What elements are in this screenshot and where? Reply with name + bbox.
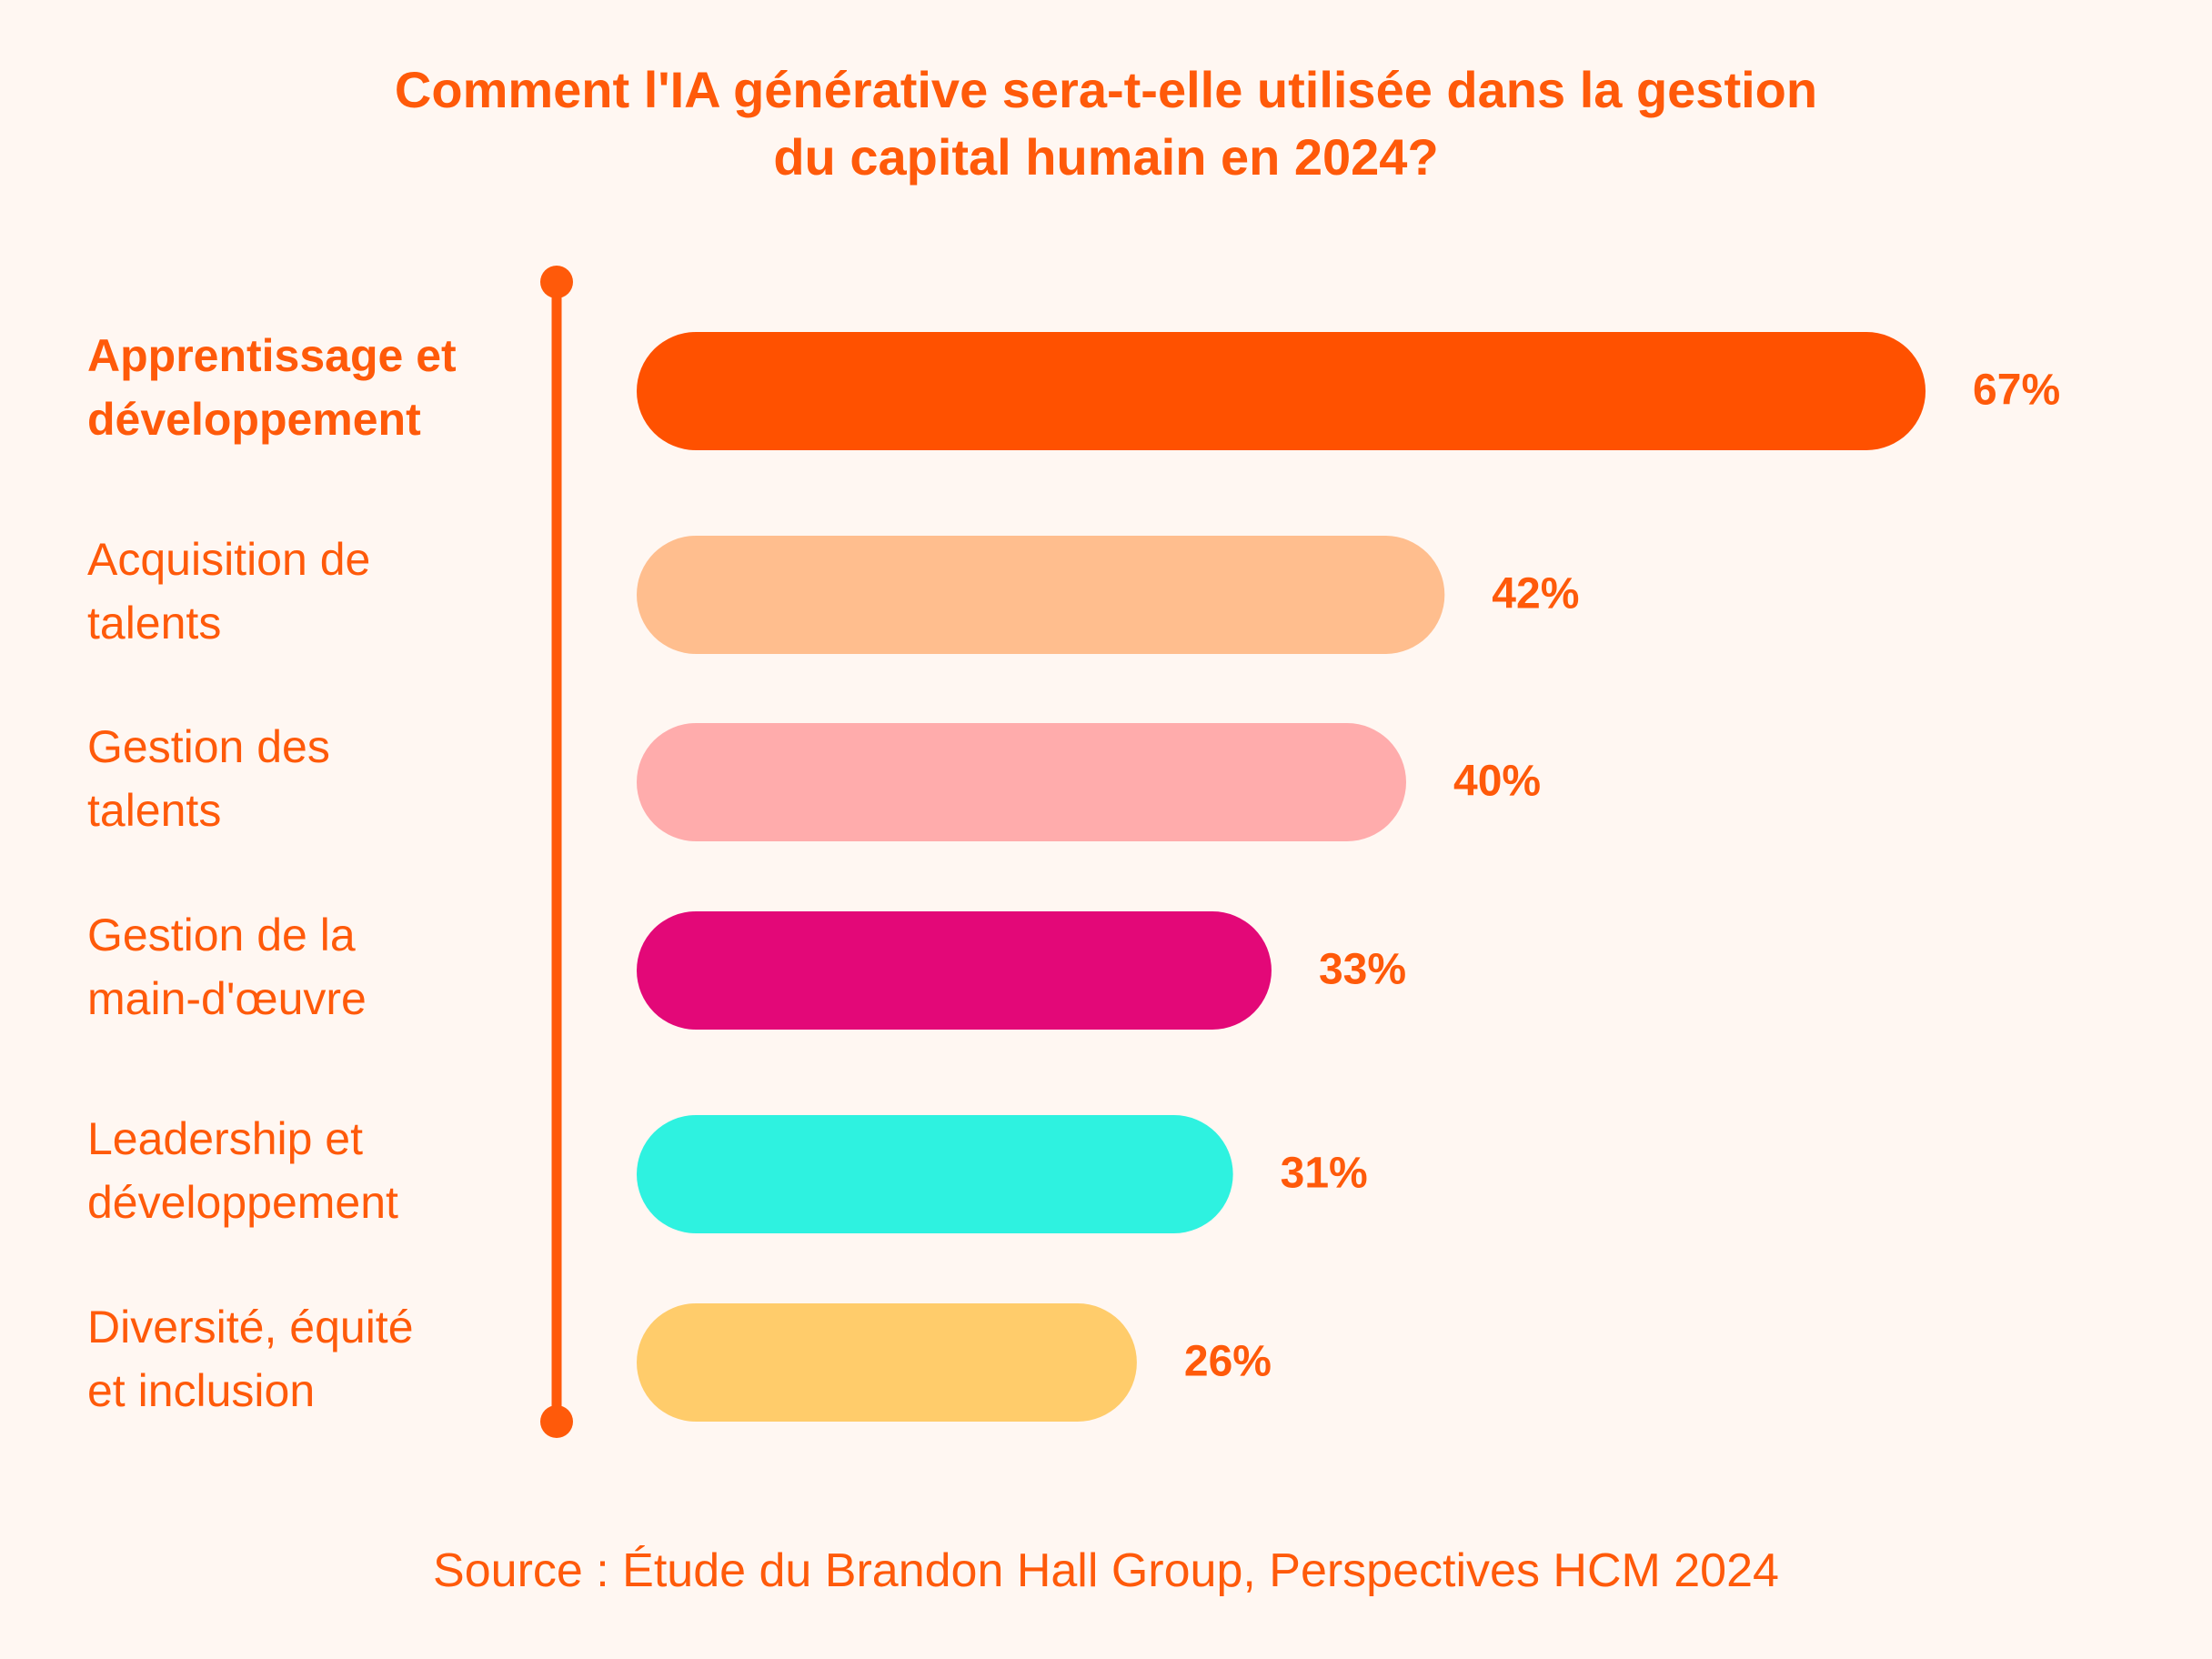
category-label-4-line-1: Gestion de la <box>87 910 356 960</box>
bar-2 <box>637 536 1445 654</box>
bar-6 <box>637 1303 1137 1422</box>
chart-title-line-2: du capital humain en 2024? <box>773 128 1439 186</box>
axis-bottom-dot <box>540 1405 573 1438</box>
category-label-3-line-2: talents <box>87 785 221 836</box>
category-label-3: Gestion des talents <box>87 721 330 836</box>
value-label-5: 31% <box>1281 1150 1368 1198</box>
category-label-1: Apprentissage et développement <box>87 330 457 445</box>
value-label-1: 67% <box>1973 367 2060 415</box>
value-label-2: 42% <box>1492 570 1579 618</box>
bar-4 <box>637 911 1272 1030</box>
bar-1 <box>637 332 1926 450</box>
category-label-6: Diversité, équité et inclusion <box>87 1302 414 1416</box>
category-label-6-line-1: Diversité, équité <box>87 1302 414 1352</box>
category-label-2: Acquisition de talents <box>87 534 370 649</box>
category-label-2-line-1: Acquisition de <box>87 534 370 585</box>
category-label-1-line-1: Apprentissage et <box>87 330 457 381</box>
chart-title-line-1: Comment l'IA générative sera-t-elle util… <box>394 61 1818 118</box>
category-label-6-line-2: et inclusion <box>87 1365 315 1416</box>
bar-5 <box>637 1115 1233 1233</box>
category-label-5: Leadership et développement <box>87 1113 398 1228</box>
bar-3 <box>637 723 1406 841</box>
bars-group: 67% Apprentissage et développement 42% Acqui… <box>87 330 2060 1422</box>
chart-title: Comment l'IA générative sera-t-elle util… <box>0 56 2212 191</box>
category-label-1-line-2: développement <box>87 394 421 445</box>
value-label-3: 40% <box>1453 758 1541 806</box>
value-label-4: 33% <box>1319 946 1406 994</box>
axis-top-dot <box>540 266 573 298</box>
source-note: Source : Étude du Brandon Hall Group, Pe… <box>433 1544 1779 1597</box>
category-label-3-line-1: Gestion des <box>87 721 330 772</box>
category-label-2-line-2: talents <box>87 598 221 649</box>
category-label-5-line-1: Leadership et <box>87 1113 363 1164</box>
category-label-5-line-2: développement <box>87 1177 398 1228</box>
category-label-4-line-2: main-d'œuvre <box>87 973 367 1024</box>
value-label-6: 26% <box>1184 1338 1272 1386</box>
category-label-4: Gestion de la main-d'œuvre <box>87 910 367 1024</box>
